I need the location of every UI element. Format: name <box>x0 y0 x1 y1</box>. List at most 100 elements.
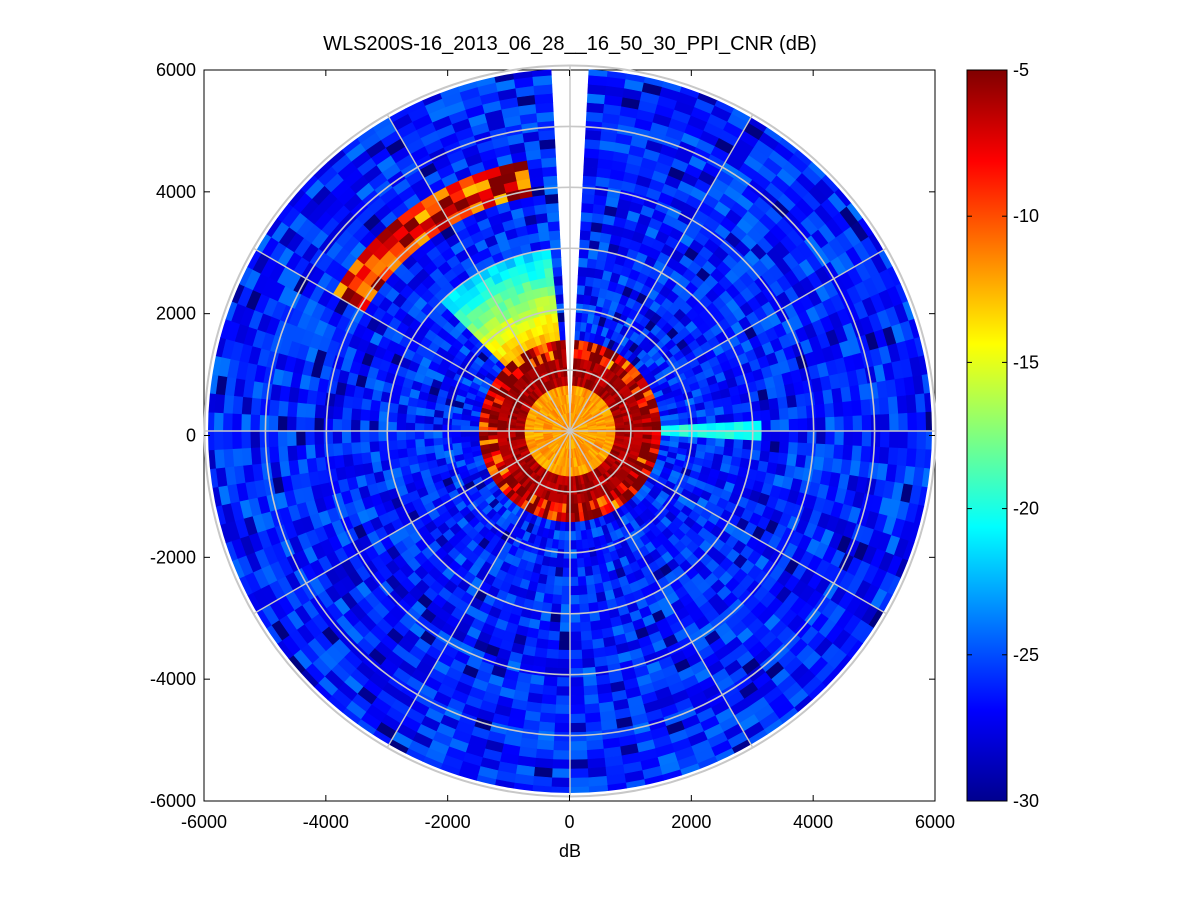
cnr-cell <box>569 658 583 669</box>
cnr-cell <box>537 120 555 132</box>
cnr-cell <box>561 585 571 596</box>
colorbar-tick-label: -10 <box>1013 206 1039 226</box>
cnr-cell <box>563 531 571 541</box>
y-tick-label: 4000 <box>156 182 196 202</box>
cnr-cell <box>715 414 726 424</box>
cnr-cell <box>543 184 558 196</box>
cnr-cell <box>587 74 608 86</box>
cnr-cell <box>350 407 362 421</box>
cnr-cell <box>332 405 344 420</box>
cnr-cell <box>551 257 562 268</box>
cnr-cell <box>552 750 571 761</box>
cnr-cell <box>579 229 592 241</box>
x-tick-label: 4000 <box>793 812 833 832</box>
cnr-cell <box>573 503 579 514</box>
cnr-cell <box>469 430 480 437</box>
cnr-cell <box>569 731 587 742</box>
cnr-cell <box>249 413 261 432</box>
cnr-cell <box>377 420 388 432</box>
cnr-cell <box>696 437 708 446</box>
cnr-cell <box>558 640 571 651</box>
cnr-cell <box>582 676 598 687</box>
cnr-cell <box>405 413 416 424</box>
cnr-cell <box>414 422 425 432</box>
x-tick-label: 2000 <box>671 812 711 832</box>
cnr-cell <box>825 430 836 446</box>
cnr-cell <box>277 400 289 417</box>
cnr-cell <box>550 248 562 259</box>
cnr-cell <box>706 423 717 432</box>
cnr-cell <box>870 414 881 432</box>
cnr-cell <box>469 425 480 432</box>
cnr-cell <box>268 430 279 448</box>
cnr-cell <box>569 622 581 633</box>
cnr-cell <box>724 438 735 449</box>
cnr-cell <box>569 594 580 605</box>
cnr-cell <box>332 442 344 457</box>
cnr-cell <box>576 284 586 296</box>
cnr-cell <box>879 430 891 449</box>
cnr-cell <box>879 413 891 432</box>
cnr-cell <box>779 419 790 432</box>
cnr-cell <box>905 448 918 468</box>
cnr-cell <box>535 638 549 650</box>
cnr-cell <box>555 293 564 305</box>
cnr-cell <box>387 439 398 451</box>
cnr-cell <box>441 436 453 445</box>
cnr-cell <box>816 430 827 445</box>
cnr-cell <box>542 593 554 604</box>
cnr-cell <box>860 399 872 417</box>
cnr-cell <box>304 416 315 432</box>
cnr-cell <box>563 540 571 551</box>
cnr-cell <box>834 430 845 446</box>
cnr-cell <box>580 639 594 651</box>
cnr-cell <box>536 739 555 751</box>
cnr-cell <box>545 202 559 214</box>
cnr-cell <box>587 83 607 96</box>
y-tick-label: -4000 <box>150 669 196 689</box>
cnr-cell <box>852 430 863 447</box>
cnr-cell <box>724 430 735 440</box>
cnr-cell <box>915 393 927 414</box>
cnr-cell <box>806 430 818 445</box>
cnr-cell <box>478 425 489 432</box>
cnr-cell <box>451 436 462 444</box>
cnr-cell <box>578 257 589 268</box>
cnr-cell <box>569 567 578 578</box>
cnr-cell <box>743 430 754 441</box>
cnr-cell <box>548 229 561 241</box>
cnr-cell <box>577 576 587 587</box>
cnr-cell <box>552 266 563 277</box>
cnr-cell <box>360 451 372 465</box>
cnr-cell <box>569 777 589 788</box>
x-tick-label: -6000 <box>181 812 227 832</box>
cnr-cell <box>582 666 597 678</box>
cnr-cell <box>368 420 379 432</box>
cnr-cell <box>651 430 662 437</box>
cnr-cell <box>249 430 261 449</box>
cnr-cell <box>478 430 489 437</box>
cnr-cell <box>559 613 571 624</box>
x-tick-label: -2000 <box>425 812 471 832</box>
cnr-cell <box>551 594 562 605</box>
cnr-cell <box>574 521 581 532</box>
cnr-cell <box>232 447 244 467</box>
cnr-cell <box>450 424 461 432</box>
cnr-cell <box>534 757 554 769</box>
cnr-cell <box>587 766 607 779</box>
cnr-cell <box>851 400 863 417</box>
cnr-cell <box>915 448 927 469</box>
cnr-cell <box>715 438 726 448</box>
y-tick-label: -2000 <box>150 547 196 567</box>
cnr-cell <box>536 629 550 641</box>
cnr-cell <box>761 420 772 432</box>
cnr-cell <box>460 430 470 438</box>
cnr-cell <box>359 408 371 421</box>
cnr-cell <box>541 156 557 168</box>
cnr-cell <box>213 412 224 432</box>
cnr-cell <box>564 521 571 532</box>
cnr-cell <box>589 620 602 632</box>
cnr-cell <box>577 266 588 277</box>
cnr-cell <box>540 147 556 159</box>
cnr-cell <box>556 677 571 688</box>
